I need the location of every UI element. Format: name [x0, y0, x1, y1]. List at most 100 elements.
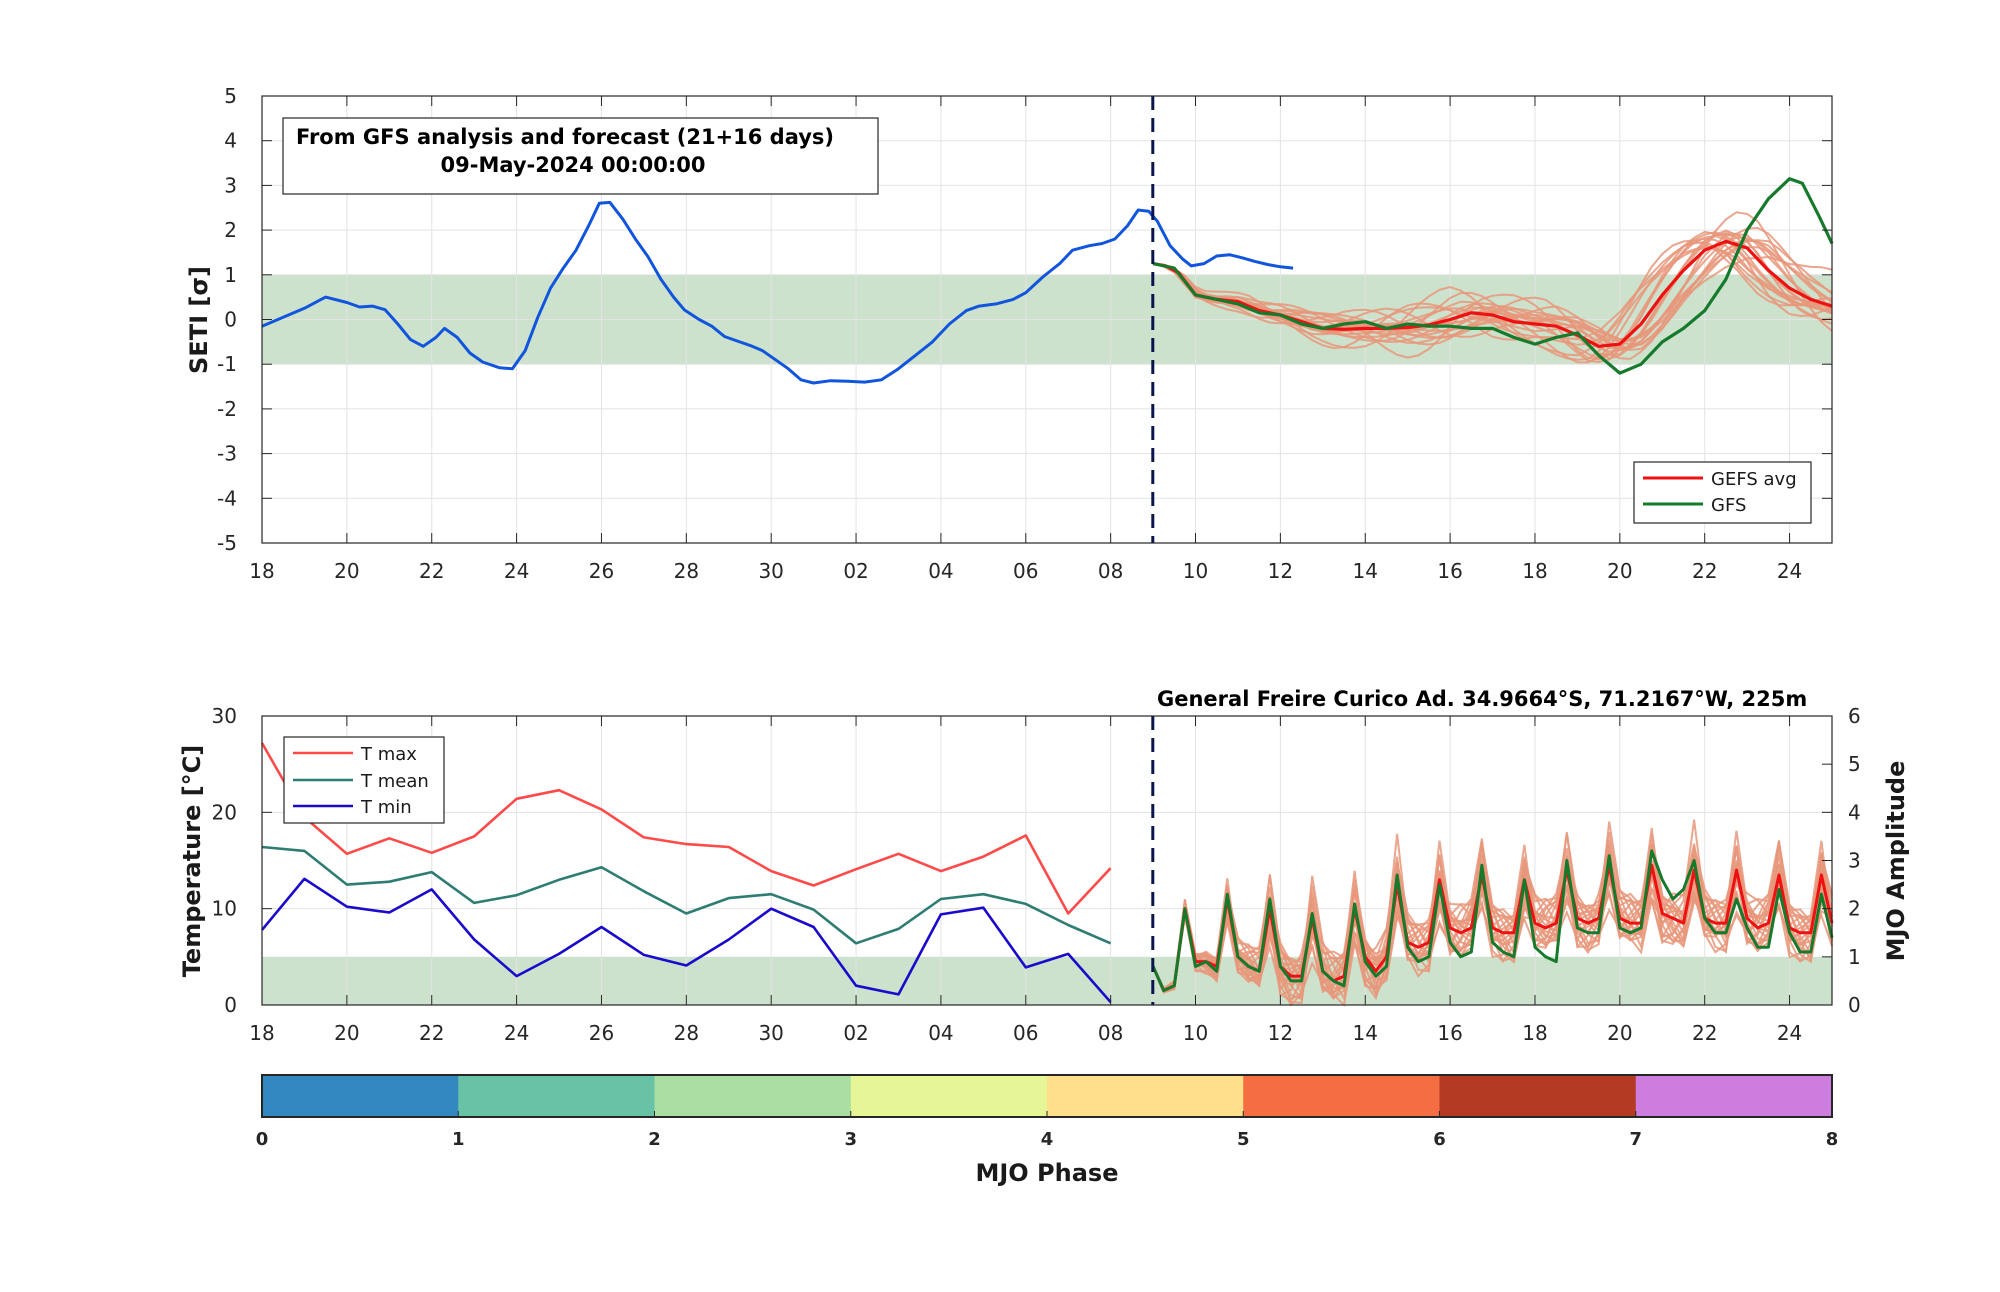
- temp-x-tick-label: 02: [843, 1021, 868, 1045]
- legend-tmax-label: T max: [360, 744, 417, 765]
- legend-tmin-label: T min: [360, 797, 412, 818]
- mjo-y-tick-label: 6: [1848, 704, 1861, 728]
- seti-x-tick-label: 02: [843, 559, 868, 583]
- temp-y-tick-label: 20: [212, 800, 237, 824]
- seti-panel: 18 20 22 24 26 28 30 02 04 06 08 10 12 14 16 18 20 22 2454…: [185, 84, 1834, 583]
- mjo-gefs-member-line: [1152, 850, 1833, 1007]
- mjo-y-tick-label: 1: [1848, 945, 1861, 969]
- mjo-y-tick-label: 4: [1848, 800, 1861, 824]
- mjo-phase-colorbar: 0 1 2 3 4 5 6 7 8: [256, 1074, 1839, 1150]
- colorbar-tick-label: 7: [1629, 1129, 1642, 1150]
- seti-y-tick-label: -1: [217, 352, 237, 376]
- temp-x-tick-label: 10: [1183, 1021, 1208, 1045]
- temp-x-tick-label: 18: [249, 1021, 274, 1045]
- annotation-box: [282, 117, 879, 195]
- temperature-ticks: 18 20 22 24 26 28 30 02 04 06 08 10 12 14 16 18 20 22 2401…: [212, 704, 1861, 1045]
- temp-x-tick-label: 14: [1353, 1021, 1378, 1045]
- legend-gefs-avg-label: GEFS avg: [1711, 469, 1797, 490]
- seti-x-tick-label: 10: [1183, 559, 1208, 583]
- seti-x-tick-label: 04: [928, 559, 953, 583]
- colorbar-phase-swatch: [262, 1075, 459, 1117]
- temp-x-tick-label: 22: [419, 1021, 444, 1045]
- tmean-line: [261, 845, 1112, 945]
- temp-x-tick-label: 16: [1437, 1021, 1462, 1045]
- temp-x-tick-label: 20: [334, 1021, 359, 1045]
- seti-x-tick-label: 20: [334, 559, 359, 583]
- temp-y-tick-label: 10: [212, 897, 237, 921]
- seti-x-tick-label: 18: [249, 559, 274, 583]
- colorbar-phase-swatch: [458, 1075, 655, 1117]
- mjo-y-tick-label: 5: [1848, 752, 1861, 776]
- temperature-panel: 18 20 22 24 26 28 30 02 04 06 08 10 12 14 16 18 20 22 2401…: [178, 687, 1910, 1045]
- seti-x-tick-label: 24: [504, 559, 529, 583]
- colorbar-phase-swatch: [850, 1075, 1048, 1117]
- seti-x-tick-label: 24: [1777, 559, 1802, 583]
- seti-y-tick-label: -3: [217, 442, 237, 466]
- temp-x-tick-label: 28: [674, 1021, 699, 1045]
- colorbar-phase-swatch: [1047, 1075, 1244, 1117]
- seti-y-tick-label: 3: [224, 173, 237, 197]
- seti-y-tick-label: -2: [217, 397, 237, 421]
- temp-x-tick-label: 18: [1522, 1021, 1547, 1045]
- temp-x-tick-label: 26: [589, 1021, 614, 1045]
- temp-x-tick-label: 12: [1268, 1021, 1293, 1045]
- seti-gefs-member-line: [1152, 236, 1833, 351]
- seti-x-tick-label: 06: [1013, 559, 1038, 583]
- seti-gfs-analysis-line: [261, 200, 1294, 385]
- colorbar-tick-label: 8: [1826, 1129, 1839, 1150]
- seti-gefs-member-line: [1152, 255, 1833, 350]
- colorbar-title: MJO Phase: [975, 1159, 1118, 1187]
- seti-y-tick-label: 1: [224, 263, 237, 287]
- seti-x-tick-label: 14: [1353, 559, 1378, 583]
- mjo-gefs-member-line: [1152, 827, 1833, 994]
- temp-x-tick-label: 22: [1692, 1021, 1717, 1045]
- seti-gefs-avg-line: [1152, 239, 1833, 348]
- seti-x-tick-label: 20: [1607, 559, 1632, 583]
- temp-x-tick-label: 06: [1013, 1021, 1038, 1045]
- seti-y-tick-label: -4: [217, 486, 237, 510]
- annotation-line-1: From GFS analysis and forecast (21+16 da…: [296, 125, 834, 149]
- seti-x-tick-label: 26: [589, 559, 614, 583]
- seti-series: [261, 177, 1834, 385]
- seti-x-tick-label: 12: [1268, 559, 1293, 583]
- temp-x-tick-label: 24: [1777, 1021, 1802, 1045]
- seti-y-tick-label: 4: [224, 129, 237, 153]
- colorbar-phase-swatch: [654, 1075, 852, 1117]
- seti-x-tick-label: 30: [758, 559, 783, 583]
- colorbar-phase-swatch: [1439, 1075, 1637, 1117]
- seti-y-tick-label: -5: [217, 531, 237, 555]
- mjo-y-tick-label: 2: [1848, 897, 1861, 921]
- seti-x-tick-label: 28: [674, 559, 699, 583]
- colorbar-phase-swatch: [1635, 1075, 1833, 1117]
- mjo-y-tick-label: 3: [1848, 849, 1861, 873]
- temp-y-tick-label: 30: [212, 704, 237, 728]
- temperature-y-axis-label: Temperature [°C]: [178, 745, 206, 978]
- seti-y-tick-label: 2: [224, 218, 237, 242]
- mjo-amplitude-band: [262, 956, 1832, 1005]
- seti-x-tick-label: 18: [1522, 559, 1547, 583]
- mjo-amplitude-y-axis-label: MJO Amplitude: [1882, 761, 1910, 962]
- colorbar-tick-label: 6: [1433, 1129, 1446, 1150]
- colorbar-tick-label: 4: [1041, 1129, 1054, 1150]
- seti-x-tick-label: 22: [419, 559, 444, 583]
- seti-gfs-line: [1152, 177, 1834, 375]
- annotation-line-2: 09-May-2024 00:00:00: [441, 153, 706, 177]
- seti-legend-box: [1633, 461, 1812, 524]
- seti-y-tick-label: 0: [224, 308, 237, 332]
- temp-x-tick-label: 20: [1607, 1021, 1632, 1045]
- seti-x-tick-label: 16: [1437, 559, 1462, 583]
- seti-y-axis-label: SETI [σ]: [185, 266, 213, 374]
- colorbar-tick-label: 1: [452, 1129, 465, 1150]
- colorbar-tick-label: 2: [648, 1129, 661, 1150]
- tmax-line: [260, 742, 1112, 915]
- temp-x-tick-label: 30: [758, 1021, 783, 1045]
- seti-x-tick-label: 08: [1098, 559, 1123, 583]
- temp-x-tick-label: 24: [504, 1021, 529, 1045]
- temp-y-tick-label: 0: [224, 993, 237, 1017]
- colorbar-tick-label: 3: [844, 1129, 857, 1150]
- mjo-band-rect: [262, 956, 1832, 1005]
- seti-y-tick-label: 5: [224, 84, 237, 108]
- mjo-gfs-line: [1151, 849, 1834, 992]
- temp-x-tick-label: 04: [928, 1021, 953, 1045]
